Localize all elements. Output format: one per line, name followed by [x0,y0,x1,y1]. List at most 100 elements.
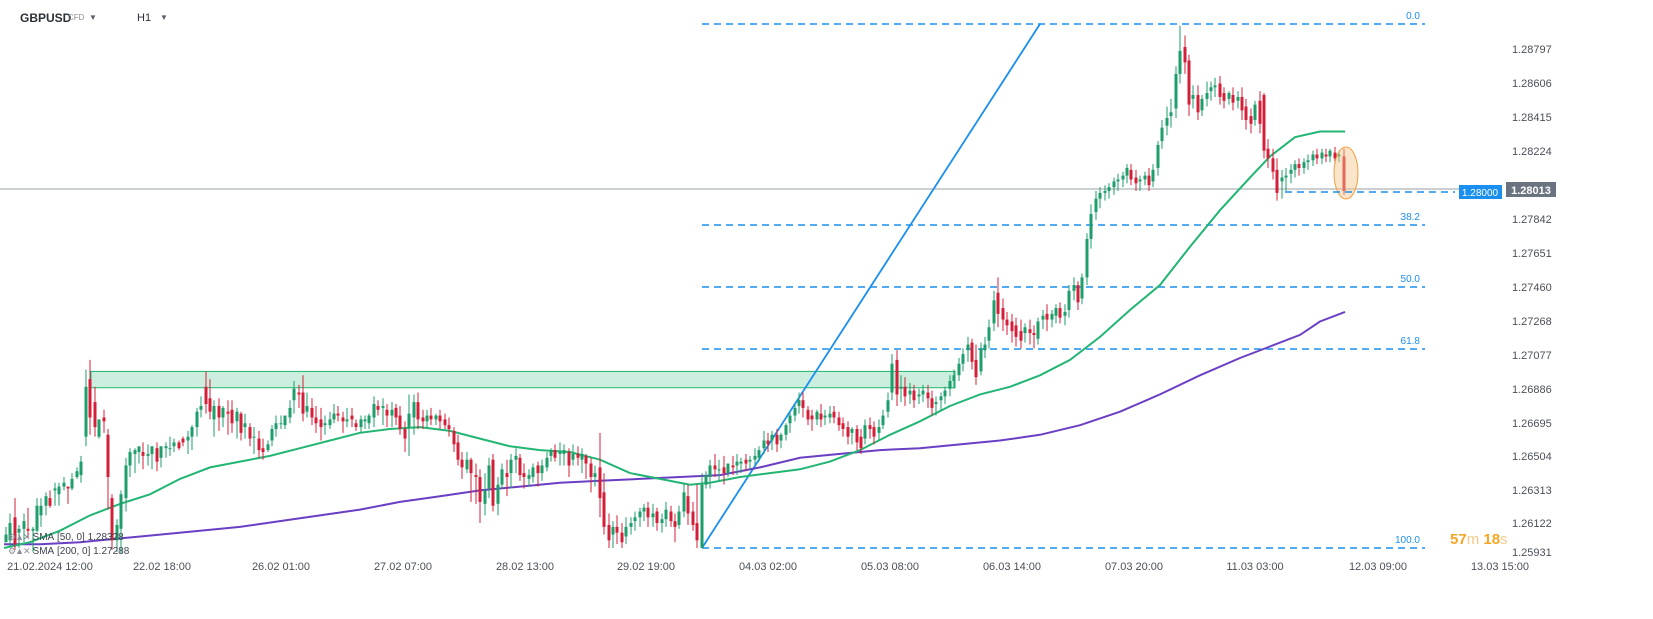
symbol-label[interactable]: GBPUSD [20,11,72,25]
candle-body [584,455,588,464]
candle-body [84,386,88,437]
candle-body [323,423,327,426]
candle-body [1014,325,1018,337]
candle-body [235,411,239,422]
candle-body [859,436,863,449]
candle-body [39,505,43,516]
candle-body [908,390,912,395]
candle-body [815,411,819,420]
x-tick-label: 22.02 18:00 [133,561,191,573]
candle-body [850,428,854,433]
candle-body [106,434,110,477]
candle-body [328,419,332,426]
candle-body [62,482,66,487]
candle-body [1328,150,1332,157]
x-tick-label: 29.02 19:00 [617,561,675,573]
candle-body [722,467,726,474]
candle-body [757,450,761,458]
candle-body [1028,329,1032,334]
candle-body [292,388,296,401]
candle-body [425,415,429,422]
candle-body [1085,238,1089,278]
sma200-legend-params: [200, 0] [56,546,91,557]
candle-body [221,407,225,418]
candle-body [514,455,518,460]
instrument-type-label: CFD [68,13,85,22]
candle-body [372,404,376,418]
timeframe-label[interactable]: H1 [137,12,152,24]
candle-body [673,521,677,527]
candle-body [1320,152,1324,159]
candle-body [1174,73,1178,109]
candle-body [1200,98,1204,111]
candle-body [961,354,965,364]
candle-body [1080,277,1084,299]
candle-body [1196,95,1200,113]
candle-body [739,461,743,464]
candle-body [301,392,305,414]
candle-body [1297,164,1301,168]
candle-body [1063,311,1067,316]
candle-body [1244,106,1248,120]
candle-body [310,407,314,418]
candle-body [1191,95,1195,99]
candle-body [886,400,890,412]
candle-body [398,415,402,429]
candle-body [146,453,150,456]
candle-body [1134,177,1138,184]
timeframe-dropdown-icon[interactable]: ▼ [160,13,168,22]
candle-body [691,511,695,525]
candle-body [553,450,557,458]
candle-body [766,440,770,445]
candle-body [345,419,349,422]
candle-body [806,409,810,420]
candle-body [1116,179,1120,182]
candle-body [863,425,867,439]
y-tick-label: 1.26695 [1512,418,1552,430]
legend-controls-icon[interactable]: ⚙▲✕ [8,532,31,542]
fib-level-label: 0.0 [1406,11,1420,22]
sma200-legend[interactable]: ⚙▲✕ SMA [200, 0] 1.27288 [8,546,129,557]
candle-body [465,459,469,470]
candle-body [1218,83,1222,97]
candle-body [239,413,243,433]
candle-body [487,465,491,489]
legend-controls-icon[interactable]: ⚙▲✕ [8,546,31,556]
candle-body [983,344,987,351]
candle-body [230,409,234,424]
candle-body [1067,290,1071,310]
candle-body [283,415,287,426]
sma50-legend[interactable]: ⚙▲✕ SMA [50, 0] 1.28328 [8,532,124,543]
current-price-tag [1506,182,1556,197]
candle-body [376,405,380,410]
alert-price-text: 1.28000 [1462,188,1499,199]
candle-body [93,402,97,428]
candle-body [1178,50,1182,74]
candle-body [1169,112,1173,117]
countdown-minutes: 57 [1450,531,1467,548]
candle-body [1258,100,1262,124]
candle-body [407,413,411,428]
candle-body [297,392,301,395]
candle-body [1001,308,1005,320]
candle-body [1125,167,1129,176]
candle-body [1302,162,1306,168]
candle-body [744,459,748,464]
candle-body [1103,190,1107,193]
candle-body [996,292,1000,314]
candle-body [500,469,504,485]
candle-body [150,446,154,454]
candle-body [1227,93,1231,99]
candle-body [558,452,562,454]
candle-body [1098,192,1102,199]
y-tick-label: 1.27842 [1512,214,1552,226]
sma50-legend-name: SMA [32,532,55,543]
y-tick-label: 1.27077 [1512,350,1552,362]
fib-level-label: 38.2 [1401,212,1421,223]
symbol-dropdown-icon[interactable]: ▼ [89,13,97,22]
candle-body [17,528,21,533]
candle-body [823,415,827,418]
countdown-seconds-unit: s [1500,531,1508,548]
